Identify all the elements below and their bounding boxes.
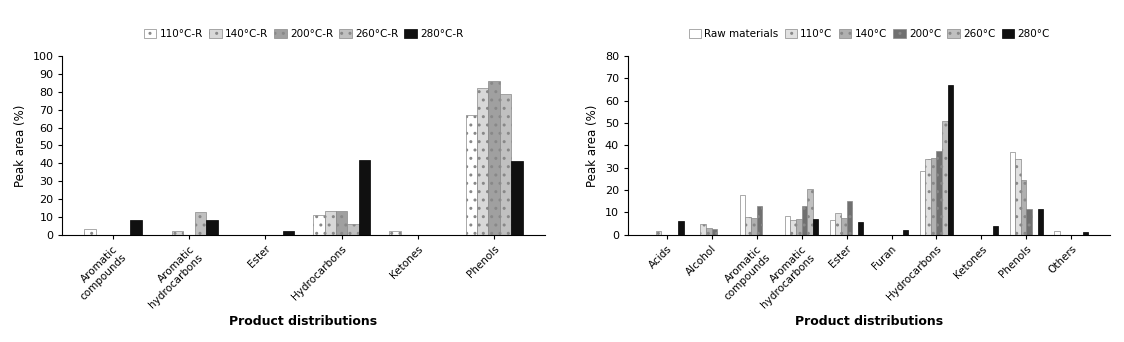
- Bar: [756, 206, 762, 235]
- Bar: [314, 215, 325, 235]
- Bar: [130, 220, 142, 235]
- Bar: [1009, 152, 1015, 235]
- Bar: [347, 224, 359, 235]
- Bar: [807, 189, 813, 235]
- Bar: [925, 159, 931, 235]
- Bar: [477, 88, 489, 235]
- Bar: [1021, 180, 1026, 235]
- Bar: [678, 221, 683, 235]
- Bar: [194, 212, 207, 235]
- Bar: [489, 81, 500, 235]
- Bar: [655, 231, 661, 235]
- Bar: [745, 217, 751, 235]
- Bar: [801, 206, 807, 235]
- Bar: [359, 160, 370, 235]
- Bar: [207, 220, 218, 235]
- Bar: [931, 158, 936, 235]
- Bar: [830, 220, 835, 235]
- Bar: [1037, 209, 1043, 235]
- Bar: [813, 219, 818, 235]
- Bar: [796, 219, 801, 235]
- Bar: [511, 161, 523, 235]
- Y-axis label: Peak area (%): Peak area (%): [587, 104, 599, 187]
- Bar: [1015, 159, 1021, 235]
- Bar: [992, 226, 998, 235]
- Bar: [903, 230, 908, 235]
- Y-axis label: Peak area (%): Peak area (%): [13, 104, 27, 187]
- Bar: [172, 231, 183, 235]
- Bar: [500, 94, 511, 235]
- Legend: Raw materials, 110°C, 140°C, 200°C, 260°C, 280°C: Raw materials, 110°C, 140°C, 200°C, 260°…: [689, 29, 1050, 39]
- X-axis label: Product distributions: Product distributions: [229, 315, 378, 328]
- Bar: [948, 85, 953, 235]
- Bar: [846, 201, 852, 235]
- Bar: [282, 231, 294, 235]
- Bar: [919, 171, 925, 235]
- Legend: 110°C-R, 140°C-R, 200°C-R, 260°C-R, 280°C-R: 110°C-R, 140°C-R, 200°C-R, 260°C-R, 280°…: [144, 29, 463, 39]
- Bar: [942, 121, 948, 235]
- Bar: [711, 229, 717, 235]
- Bar: [1026, 209, 1032, 235]
- Bar: [1082, 233, 1088, 235]
- Bar: [858, 222, 863, 235]
- Bar: [84, 229, 96, 235]
- Bar: [336, 211, 347, 235]
- X-axis label: Product distributions: Product distributions: [795, 315, 943, 328]
- Bar: [751, 218, 756, 235]
- Bar: [700, 224, 706, 235]
- Bar: [936, 151, 942, 235]
- Bar: [706, 228, 711, 235]
- Bar: [465, 115, 477, 235]
- Bar: [1054, 231, 1060, 235]
- Bar: [389, 231, 401, 235]
- Bar: [325, 211, 336, 235]
- Bar: [785, 216, 790, 235]
- Bar: [740, 195, 745, 235]
- Bar: [841, 218, 846, 235]
- Bar: [790, 220, 796, 235]
- Bar: [835, 213, 841, 235]
